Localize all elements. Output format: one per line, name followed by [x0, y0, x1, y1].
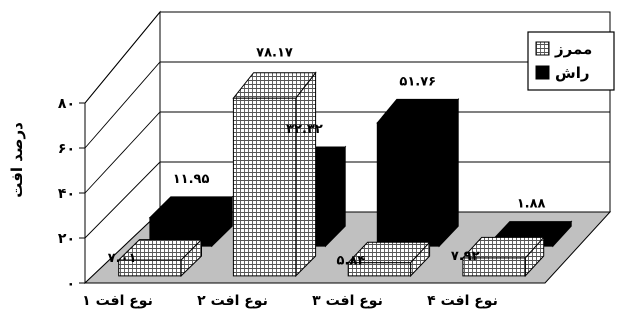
legend: ممرز راش	[527, 31, 615, 91]
category-label-3: نوع افت ۳	[312, 293, 383, 309]
bar-top	[232, 72, 317, 99]
bar-series-2-cat-1	[148, 195, 234, 248]
bar-top	[117, 239, 203, 261]
bar-front	[376, 122, 440, 247]
category-label-1: نوع افت ۱	[82, 293, 153, 309]
y-axis-label: درصد افت	[8, 122, 26, 198]
bars	[117, 71, 573, 278]
bar-top	[376, 98, 460, 124]
bar-series-1-cat-3	[347, 241, 431, 278]
y-tick-label: ۸۰	[58, 96, 75, 112]
legend-swatch-series-1	[535, 41, 550, 56]
value-label-series-2-cat-2: ۳۲.۳۲	[286, 122, 323, 137]
gridlines	[84, 11, 610, 239]
bar-series-1-cat-2	[232, 71, 317, 278]
bar-side	[438, 97, 459, 248]
bar-series-2-cat-3	[376, 97, 460, 248]
value-label-series-1-cat-1: ۷.۰۱	[108, 251, 137, 266]
category-labels: نوع افت ۱ نوع افت ۲ نوع افت ۳ نوع افت ۴	[82, 293, 498, 309]
bar-series-1-cat-1	[117, 238, 203, 278]
gridline	[84, 11, 610, 104]
bar-top	[461, 236, 545, 259]
y-tick-label: ۲۰	[58, 231, 75, 247]
y-tick-label: ۰	[66, 276, 75, 292]
bar-series-1-cat-4	[461, 236, 545, 278]
y-tick-label: ۶۰	[58, 141, 75, 157]
value-label-series-1-cat-4: ۷.۹۲	[451, 249, 480, 264]
bar-top	[148, 196, 234, 219]
gridline	[84, 61, 610, 149]
value-label-series-1-cat-2: ۷۸.۱۷	[256, 46, 293, 61]
category-label-2: نوع افت ۲	[197, 293, 268, 309]
legend-label-series-2: راش	[555, 64, 589, 82]
value-label-series-2-cat-3: ۵۱.۷۶	[399, 74, 436, 89]
legend-label-series-1: ممرز	[554, 40, 592, 58]
y-axis: ۰ ۲۰ ۴۰ ۶۰ ۸۰	[58, 96, 85, 292]
y-tick-label: ۴۰	[58, 186, 75, 202]
gridline	[84, 161, 610, 239]
value-label-series-2-cat-1: ۱۱.۹۵	[173, 172, 210, 187]
value-label-series-1-cat-3: ۵.۸۴	[337, 254, 366, 269]
value-label-series-2-cat-4: ۱.۸۸	[517, 197, 546, 212]
bar-top	[347, 241, 431, 264]
value-labels: ۱۱.۹۵ ۳۲.۳۲ ۵۱.۷۶ ۱.۸۸ ۷.۰۱ ۷۸.۱۷ ۵.۸۴ ۷.۹۲	[108, 46, 546, 269]
gridline	[84, 111, 610, 194]
bar-side	[295, 71, 317, 278]
category-label-4: نوع افت ۴	[427, 293, 498, 309]
legend-swatch-series-2	[535, 65, 550, 80]
